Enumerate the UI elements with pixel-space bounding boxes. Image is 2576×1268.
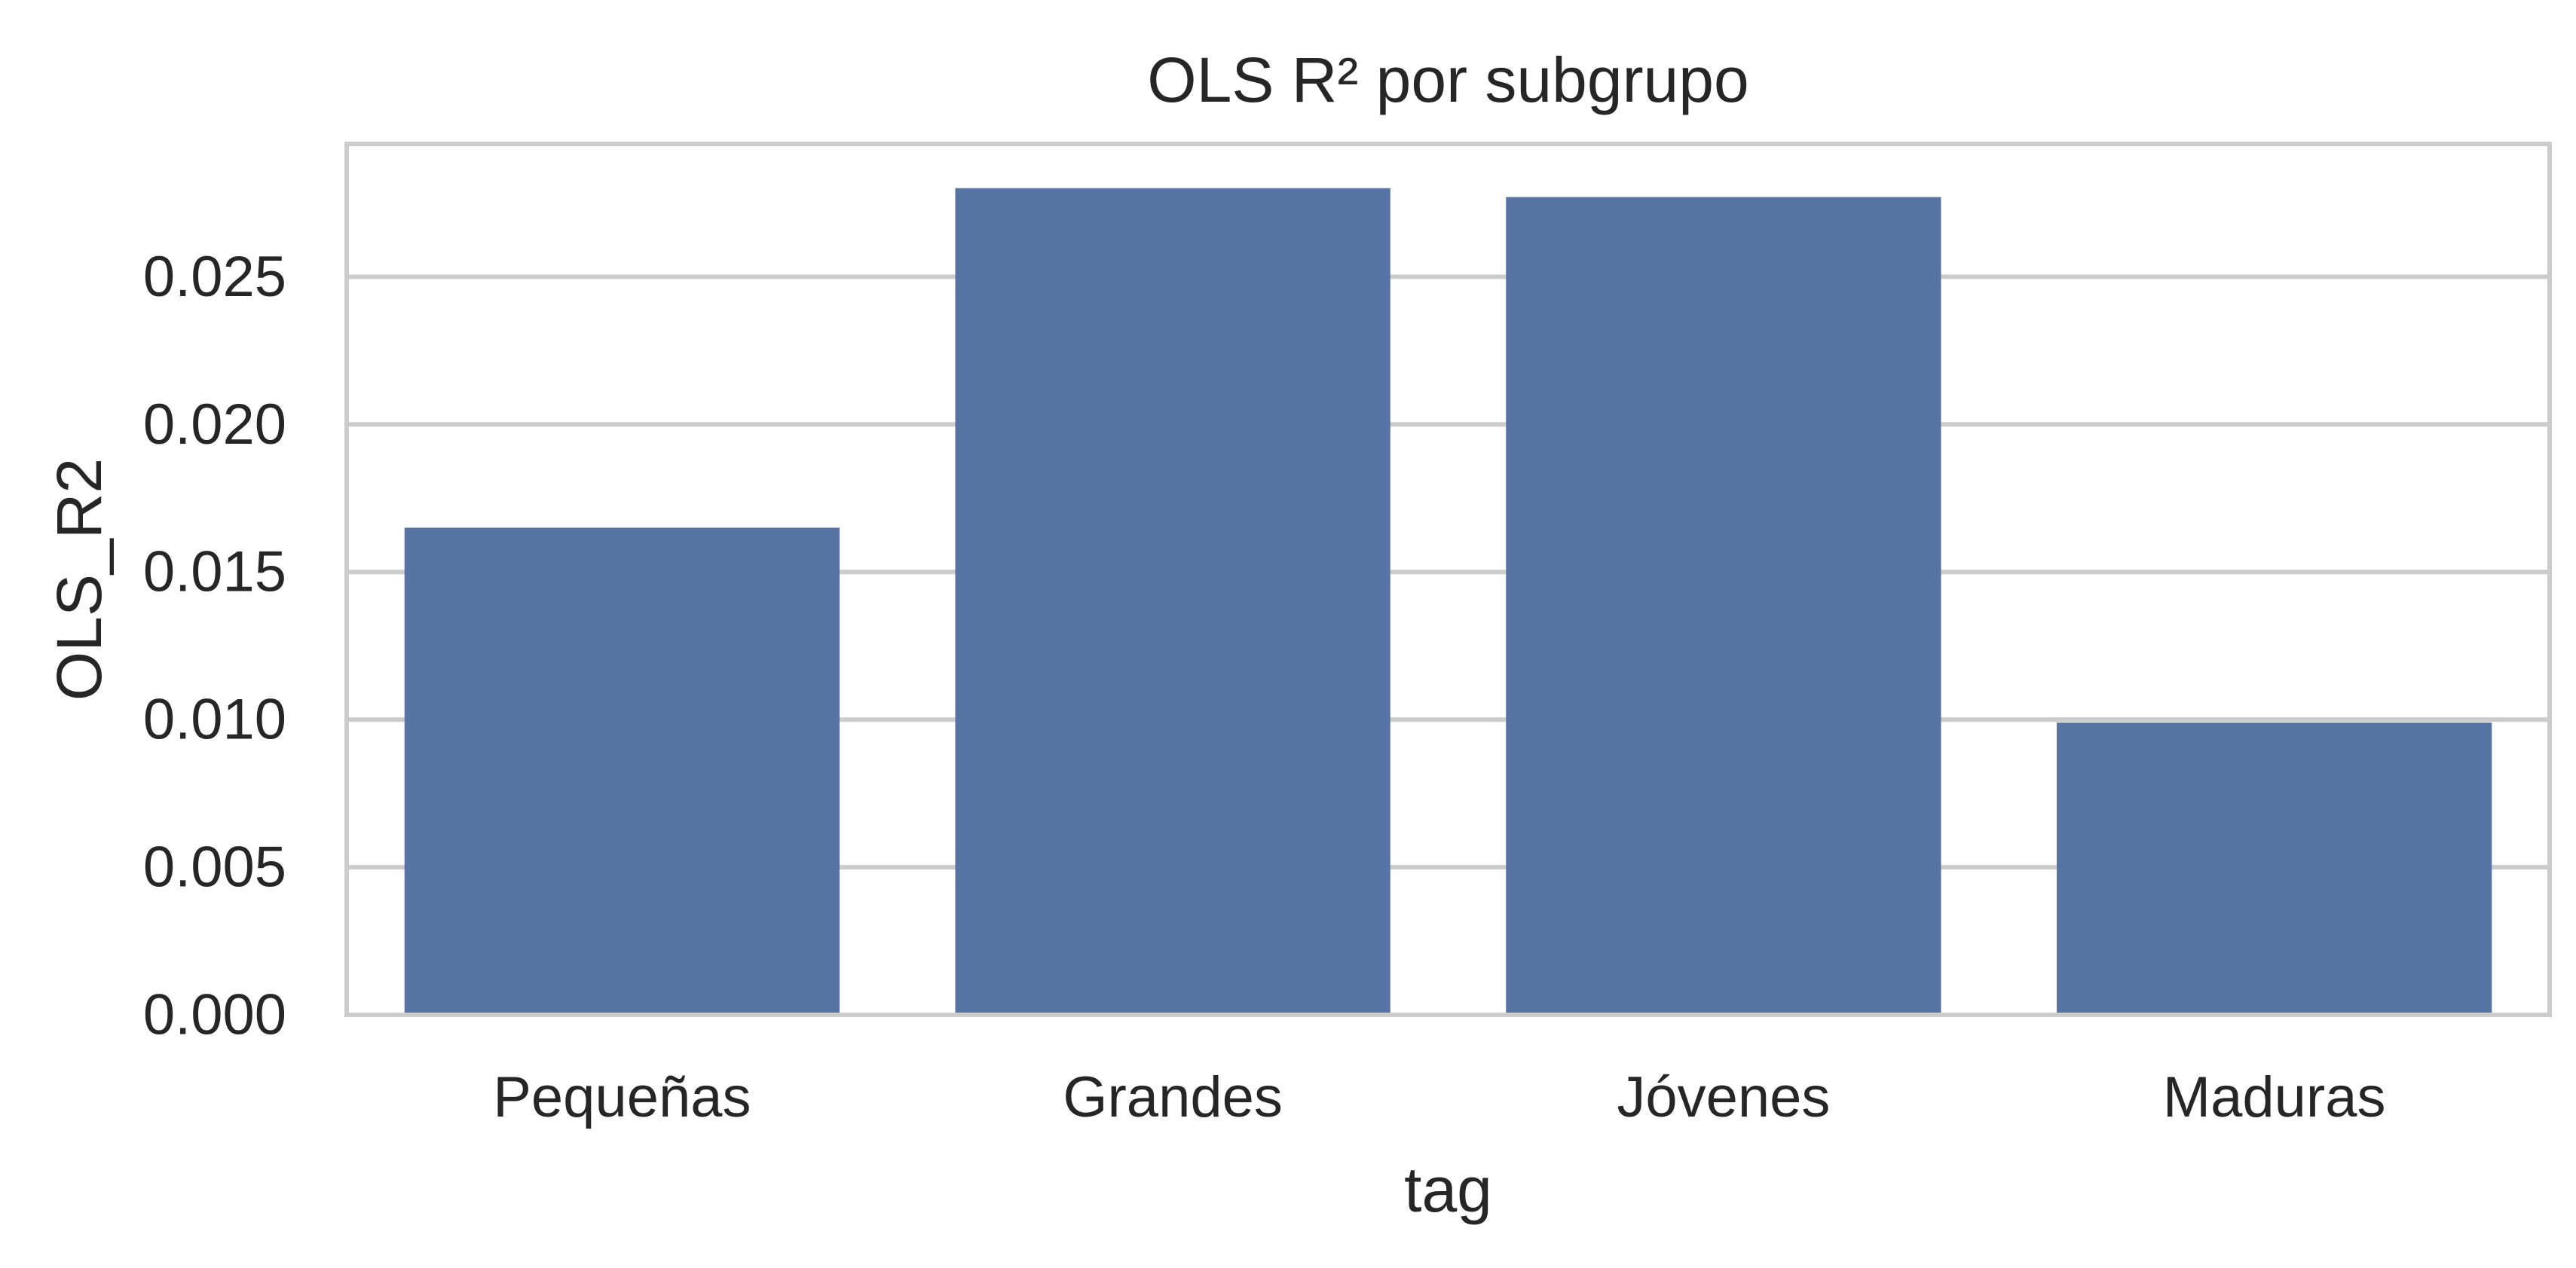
y-tick-labels: 0.000 0.005 0.010 0.015 0.020 0.025 xyxy=(143,245,286,1047)
x-tick-label-4: Maduras xyxy=(2163,1065,2386,1129)
bar-2 xyxy=(955,188,1390,1015)
bars xyxy=(404,188,2492,1015)
x-tick-labels: Pequeñas Grandes Jóvenes Maduras xyxy=(493,1065,2385,1129)
plot-frame xyxy=(344,142,2552,1017)
x-tick-label-3: Jóvenes xyxy=(1617,1065,1830,1129)
y-tick-label-3: 0.015 xyxy=(143,540,286,604)
bar-3 xyxy=(1506,197,1941,1015)
bar-1 xyxy=(404,527,840,1015)
y-tick-label-1: 0.005 xyxy=(143,836,286,900)
y-tick-label-0: 0.000 xyxy=(143,983,286,1047)
y-tick-label-5: 0.025 xyxy=(143,245,286,309)
y-tick-label-4: 0.020 xyxy=(143,393,286,457)
chart-title: OLS R² por subgrupo xyxy=(1147,44,1748,115)
y-tick-label-2: 0.010 xyxy=(143,688,286,752)
x-tick-label-1: Pequeñas xyxy=(493,1065,751,1129)
x-axis-label: tag xyxy=(1404,1154,1492,1225)
y-axis-label: OLS_R2 xyxy=(44,458,115,701)
x-tick-label-2: Grandes xyxy=(1063,1065,1283,1129)
bar-4 xyxy=(2056,723,2492,1015)
